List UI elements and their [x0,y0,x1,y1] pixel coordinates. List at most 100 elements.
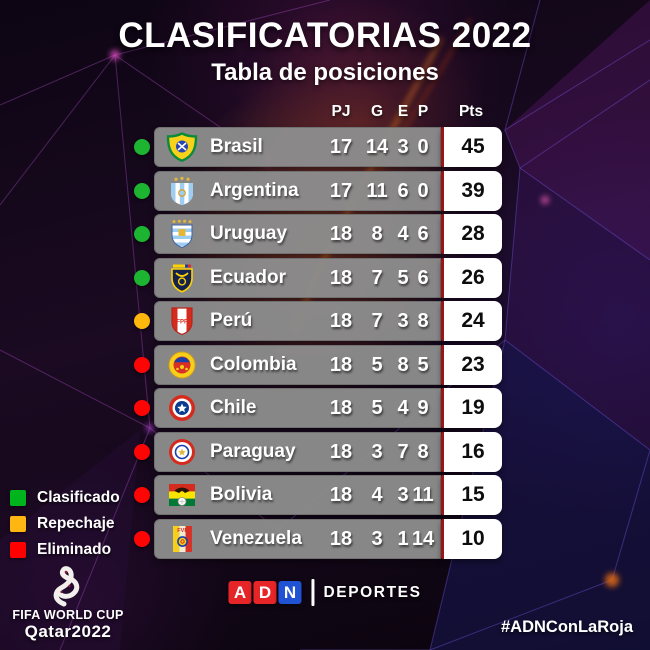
flag-paraguay-icon [165,437,199,467]
team-bar: Paraguay 18 3 7 8 [154,431,441,472]
adn-letter-a: A [228,581,252,604]
flag-peru-icon: FPF [165,306,199,336]
points-value: 19 [461,396,485,419]
points-value: 26 [461,265,485,289]
points-box: 39 [441,170,502,211]
points-box: 26 [441,257,502,298]
team-bar: Argentina 17 11 6 0 [154,170,441,211]
status-dot [134,356,150,373]
status-dot [134,182,150,199]
points-box: 15 [441,475,502,515]
points-value: 28 [461,222,485,245]
stat-draws: 7 [397,440,409,463]
stat-wins: 14 [365,136,389,158]
hashtag-text: #ADNConLaRoja [500,618,633,636]
table-row: Paraguay 18 3 7 8 16 [0,431,650,472]
fifa-world-cup-emblem-icon [53,566,80,607]
stat-losses: 0 [417,136,429,158]
status-dot [134,530,150,547]
stat-played: 18 [329,527,353,550]
flag-colombia-icon [165,350,199,380]
points-value: 16 [461,439,485,463]
adn-letter-d: D [253,581,277,604]
status-dot [134,443,150,460]
column-header-pts: Pts [458,103,484,120]
team-bar: Colombia 18 5 8 5 [154,344,441,385]
team-name: Uruguay [210,223,288,244]
team-name: Bolivia [210,484,273,505]
svg-text:FVF: FVF [177,528,188,534]
stat-played: 18 [329,397,353,419]
flag-ecuador-icon [165,263,199,293]
legend: Clasificado Repechaje Eliminado [10,489,120,567]
stat-draws: 3 [397,136,409,158]
stat-draws: 4 [397,223,409,245]
stat-draws: 5 [397,266,409,289]
status-dot [134,487,150,503]
table-row: Ecuador 18 7 5 6 26 [0,257,650,298]
stat-played: 18 [329,440,353,463]
column-header-g: G [370,103,384,120]
table-row: Argentina 17 11 6 0 39 [0,170,650,211]
status-dot [134,313,150,329]
flag-argentina-icon [165,176,199,206]
stat-wins: 7 [371,266,383,289]
stat-draws: 3 [397,310,409,332]
points-value: 39 [461,178,485,202]
adn-deportes-logo: A D N DEPORTES [228,579,421,606]
team-name: Chile [210,397,257,418]
table-row: FPF Perú 18 7 3 8 24 [0,301,650,341]
clasificado-color-swatch [10,489,26,506]
column-header-p: P [417,103,429,120]
team-bar: FVF Venezuela 18 3 1 14 [154,518,441,559]
team-name: Venezuela [210,527,302,549]
table-row: Bolivia 18 4 3 11 15 [0,475,650,515]
team-bar: Chile 18 5 4 9 [154,388,441,428]
stat-losses: 0 [417,179,429,202]
stat-wins: 4 [371,484,383,506]
stat-losses: 8 [417,440,429,463]
adn-deportes-wordmark: DEPORTES [323,583,422,601]
points-box: 45 [441,127,502,167]
team-name: Ecuador [210,266,287,288]
team-name: Paraguay [210,440,296,462]
stat-wins: 8 [371,223,383,245]
points-box: 16 [441,431,502,472]
team-bar: Bolivia 18 4 3 11 [154,475,441,515]
legend-label: Eliminado [37,540,112,558]
points-value: 45 [461,135,485,158]
adn-letter-n: N [278,581,302,604]
fifa-world-cup-text: FIFA WORLD CUP [12,608,124,622]
team-name: Argentina [210,179,299,201]
points-value: 23 [461,352,485,376]
team-name: Brasil [210,136,263,157]
stat-played: 18 [329,310,353,332]
team-bar: Uruguay 18 8 4 6 [154,214,441,254]
stat-played: 17 [329,136,353,158]
column-header-e: E [397,103,409,120]
page-subtitle: Tabla de posiciones [211,59,439,86]
team-name: Perú [210,310,253,331]
table-row: Colombia 18 5 8 5 23 [0,344,650,385]
points-value: 24 [461,309,485,332]
status-dot [134,269,150,286]
stat-played: 18 [329,266,353,289]
table-row: Uruguay 18 8 4 6 28 [0,214,650,254]
points-value: 15 [461,483,485,506]
stat-wins: 5 [371,397,383,419]
points-box: 28 [441,214,502,254]
flag-uruguay-icon [165,219,199,249]
legend-item-clasificado: Clasificado [10,489,120,506]
stat-wins: 3 [371,440,383,463]
team-name: Colombia [210,353,297,375]
points-box: 10 [441,518,502,559]
points-box: 24 [441,301,502,341]
stat-wins: 5 [371,353,383,376]
stat-draws: 8 [397,353,409,376]
stat-losses: 6 [417,266,429,289]
status-dot [134,139,150,155]
stat-wins: 11 [366,179,388,202]
stat-losses: 5 [417,353,429,376]
qatar-2022-text: Qatar2022 [24,622,112,641]
stat-wins: 3 [371,527,383,550]
